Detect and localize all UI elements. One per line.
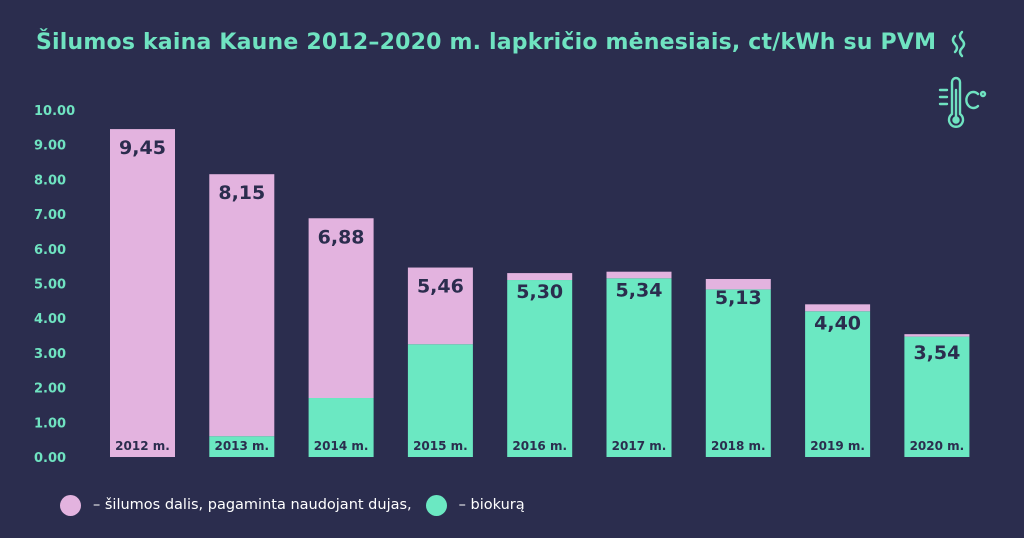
bar-biofuel-segment	[308, 398, 374, 457]
bar-biofuel-segment	[209, 436, 275, 457]
x-category-label: 2017 m.	[612, 439, 667, 453]
x-category-label: 2015 m.	[413, 439, 468, 453]
bar-biofuel-segment	[407, 344, 473, 457]
bar-value-label: 9,45	[119, 137, 166, 159]
x-category-label: 2016 m.	[512, 439, 567, 453]
y-tick-label: 3.00	[34, 347, 66, 362]
bar-gas-segment	[805, 304, 871, 312]
legend-biofuel-label: – biokurą	[458, 497, 525, 513]
x-category-label: 2013 m.	[214, 439, 269, 453]
heat-wave-icon	[951, 30, 966, 58]
legend-gas-label: – šilumos dalis, pagaminta naudojant duj…	[93, 497, 412, 513]
bar-biofuel-segment	[606, 278, 672, 457]
bar-gas-segment	[904, 334, 970, 337]
y-tick-label: 5.00	[34, 278, 66, 293]
legend: – šilumos dalis, pagaminta naudojant duj…	[60, 492, 525, 518]
bar-value-label: 3,54	[913, 342, 960, 364]
x-category-label: 2012 m.	[115, 439, 170, 453]
bar-gas-segment	[507, 273, 573, 281]
bar-biofuel-segment	[805, 311, 871, 457]
y-tick-label: 6.00	[34, 243, 66, 258]
x-category-label: 2018 m.	[711, 439, 766, 453]
y-tick-label: 4.00	[34, 312, 66, 327]
y-tick-label: 0.00	[34, 451, 66, 466]
bar-value-label: 6,88	[318, 226, 365, 248]
bar-gas-segment	[110, 129, 175, 457]
bar-gas-segment	[209, 174, 275, 437]
bar-value-label: 5,30	[516, 281, 563, 303]
chart-title: Šilumos kaina Kaune 2012–2020 m. lapkrič…	[36, 30, 937, 55]
y-tick-label: 8.00	[34, 173, 66, 188]
thermometer-icon	[938, 30, 987, 128]
bar-biofuel-segment	[904, 336, 970, 457]
bar-value-label: 5,34	[616, 280, 663, 302]
x-category-label: 2019 m.	[810, 439, 865, 453]
y-tick-label: 1.00	[34, 416, 66, 431]
y-tick-label: 9.00	[34, 139, 66, 154]
chart: 0.00 1.00 2.00 3.00 4.00 5.00 6.00 7.00 8.00 9.00…	[34, 104, 970, 466]
bar-value-label: 5,13	[715, 287, 762, 309]
bar-value-label: 8,15	[218, 182, 265, 204]
bar-value-label: 5,46	[417, 276, 464, 298]
bar-gas-segment	[705, 278, 771, 290]
legend-biofuel-swatch	[425, 494, 447, 516]
x-category-label: 2020 m.	[910, 439, 965, 453]
legend-gas-swatch	[60, 494, 81, 516]
y-tick-label: 2.00	[34, 382, 66, 397]
x-category-label: 2014 m.	[314, 439, 369, 453]
bar-gas-segment	[308, 218, 374, 399]
bar-biofuel-segment	[705, 289, 771, 457]
bar-gas-segment	[407, 267, 473, 345]
bar-value-label: 4,40	[814, 312, 861, 334]
y-tick-label: 10.00	[34, 104, 75, 119]
bar-biofuel-segment	[507, 280, 573, 457]
y-tick-label: 7.00	[34, 208, 66, 223]
bar-gas-segment	[606, 271, 672, 279]
